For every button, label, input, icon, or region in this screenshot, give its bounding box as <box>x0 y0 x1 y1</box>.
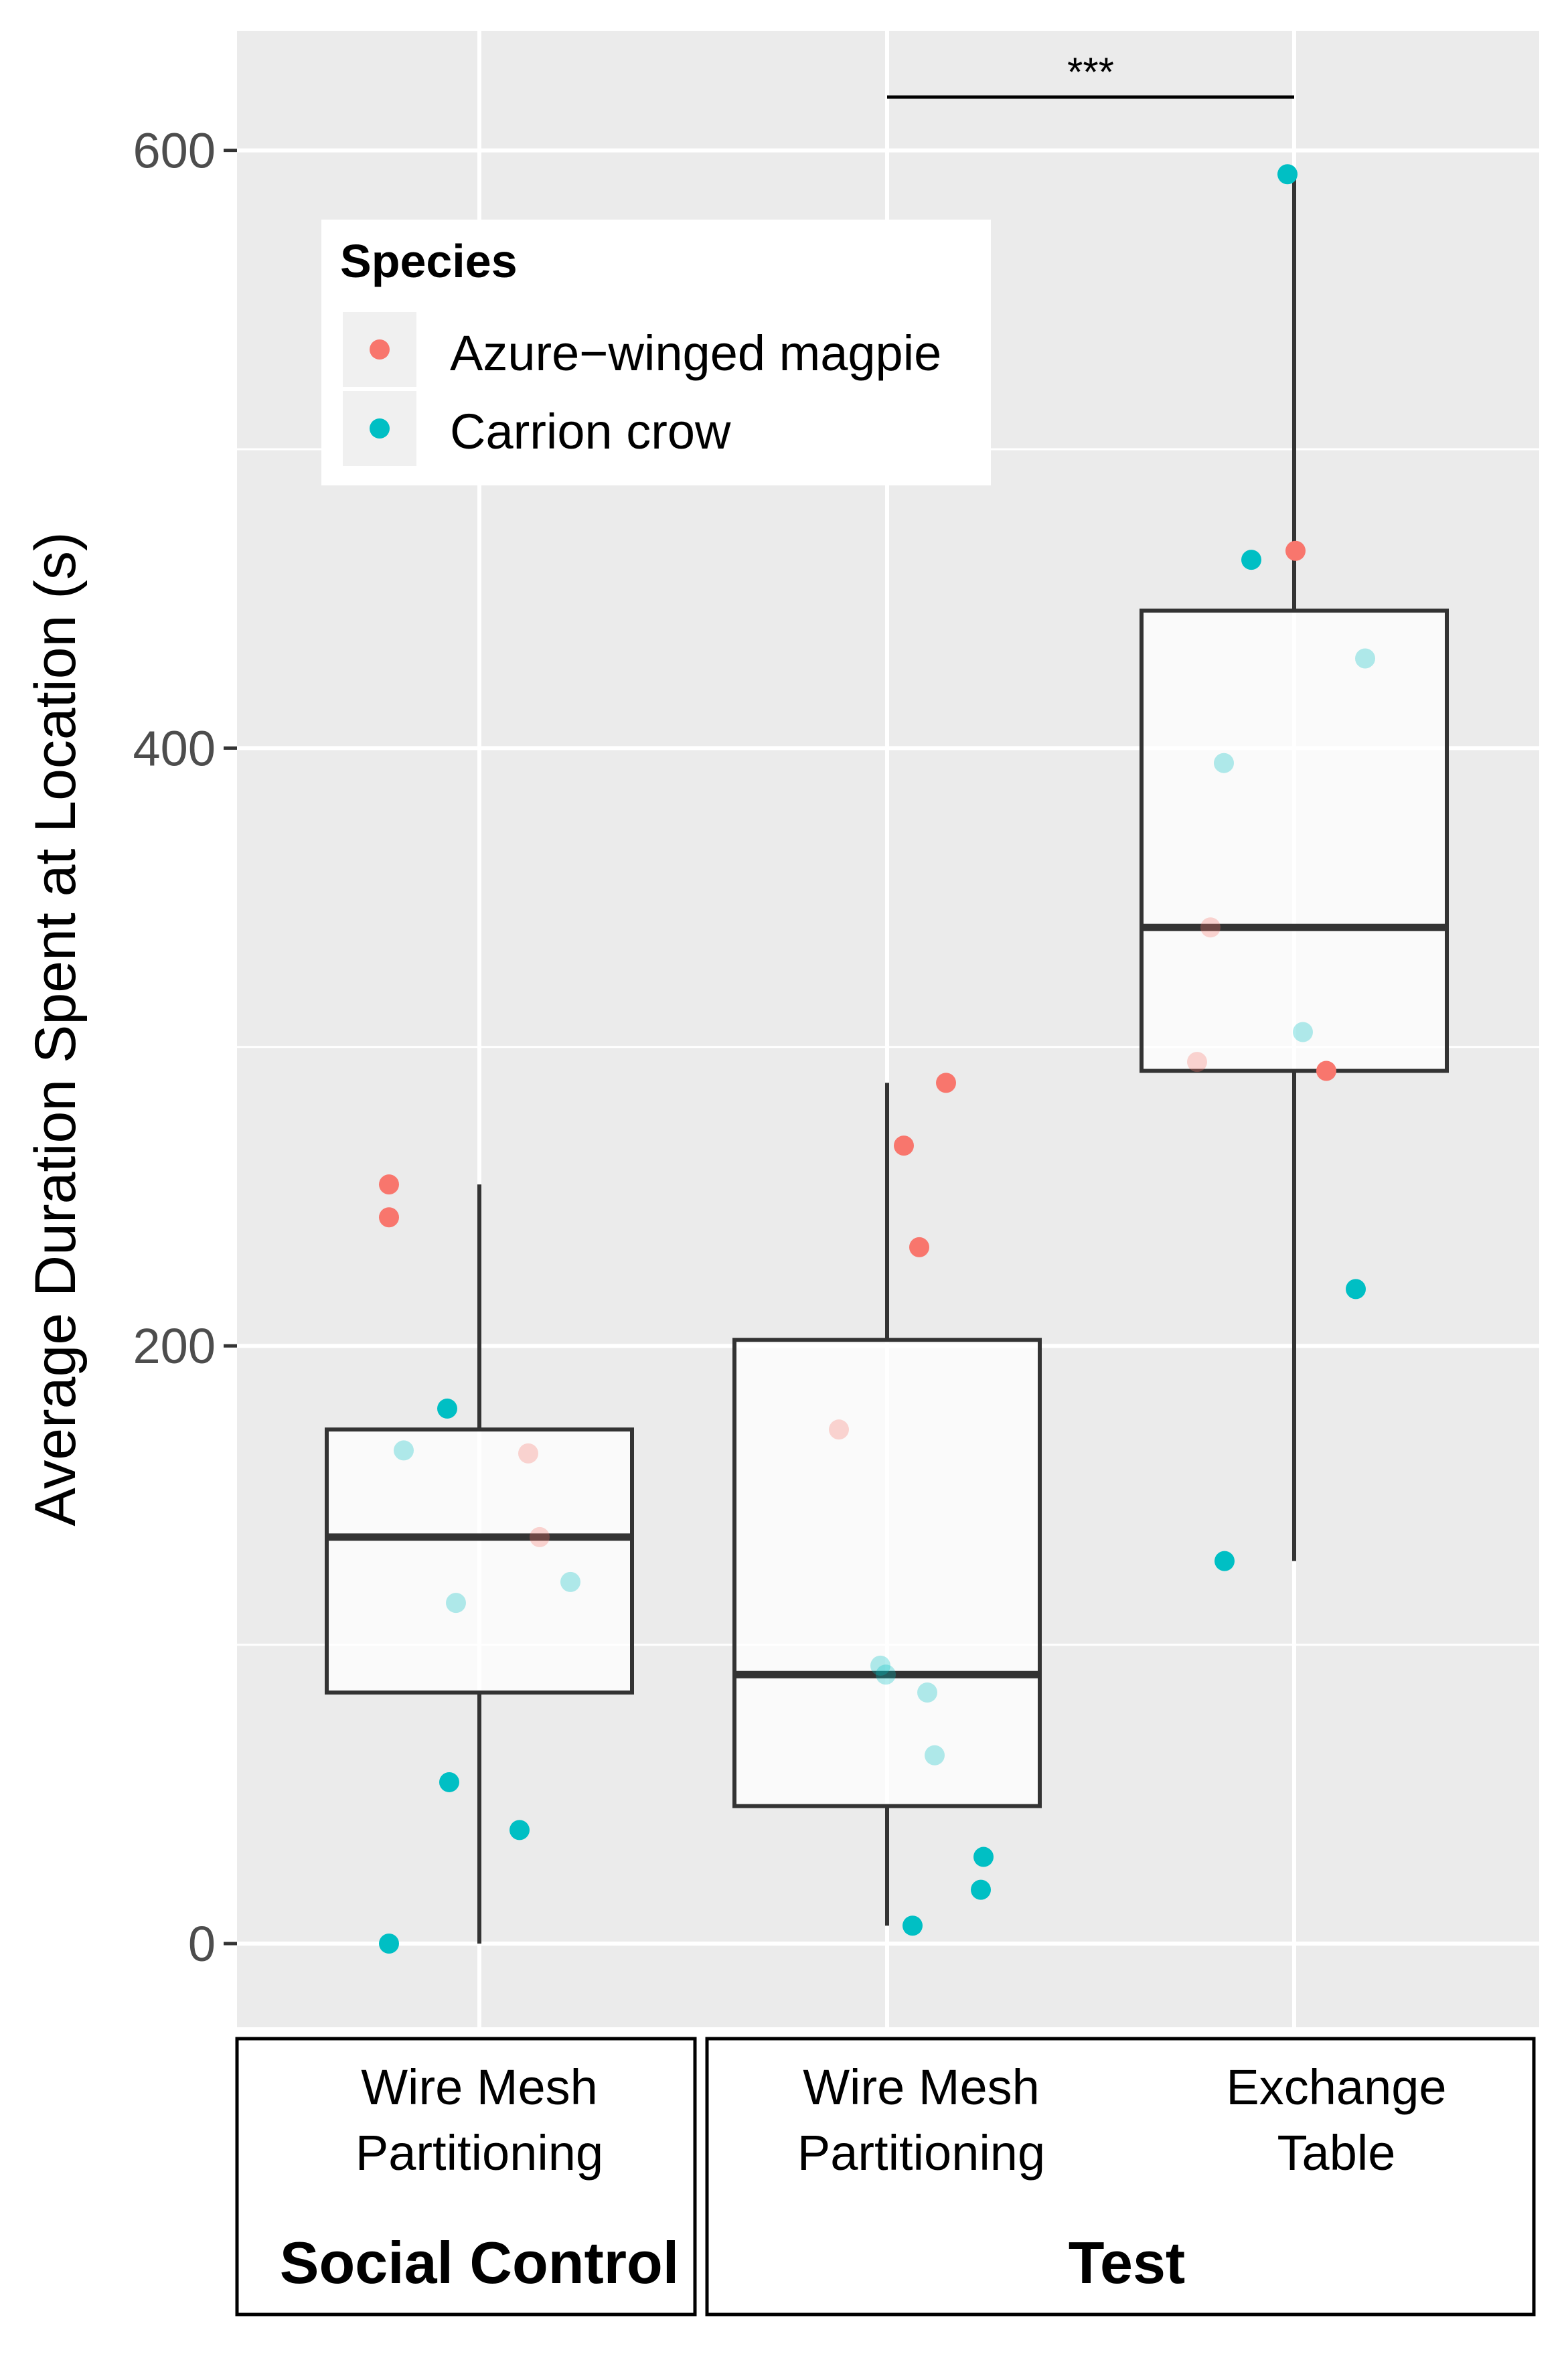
boxplots <box>325 174 1449 1944</box>
y-axis-title: Average Duration Spent at Location (s) <box>23 532 88 1526</box>
y-axis: 0 200 400 600 <box>133 123 237 1972</box>
legend-title: Species <box>340 235 518 287</box>
category-label-line2: Partitioning <box>797 2125 1045 2181</box>
data-point <box>379 1207 399 1228</box>
category-label-line2: Partitioning <box>356 2125 603 2181</box>
data-point <box>1293 1022 1313 1042</box>
data-point <box>379 1174 399 1195</box>
legend-key-azure-winged-magpie <box>370 339 390 360</box>
box <box>732 1338 1042 1808</box>
data-point <box>1285 540 1306 561</box>
data-point <box>437 1398 457 1419</box>
data-point <box>1200 917 1221 938</box>
data-point <box>917 1682 937 1703</box>
data-point <box>379 1934 399 1954</box>
data-point <box>1214 1551 1235 1571</box>
data-point <box>909 1237 929 1257</box>
data-point <box>894 1135 914 1156</box>
significance-stars: *** <box>1067 50 1114 94</box>
legend-label-carrion-crow: Carrion crow <box>450 404 731 459</box>
data-point <box>829 1419 849 1440</box>
category-label-line2: Table <box>1277 2125 1396 2181</box>
data-point <box>446 1593 466 1614</box>
facet-label-social-control: Social Control <box>280 2229 680 2296</box>
data-point <box>971 1879 991 1900</box>
data-point <box>518 1443 538 1464</box>
category-label-line1: Exchange <box>1226 2059 1446 2115</box>
data-point <box>530 1526 550 1547</box>
data-point <box>560 1571 580 1592</box>
data-point <box>925 1745 945 1765</box>
category-label-line1: Wire Mesh <box>361 2059 598 2115</box>
y-tick-label: 400 <box>133 720 216 776</box>
data-point <box>973 1847 994 1867</box>
legend-label-azure-winged-magpie: Azure−winged magpie <box>450 325 941 381</box>
category-label-line1: Wire Mesh <box>803 2059 1040 2115</box>
data-point <box>1187 1052 1207 1073</box>
data-point <box>509 1820 530 1840</box>
legend: Species Azure−winged magpie Carrion crow <box>321 220 991 485</box>
facet-label-test: Test <box>1069 2229 1185 2296</box>
y-tick-label: 200 <box>133 1318 216 1374</box>
box <box>1140 609 1449 1073</box>
data-point <box>1316 1061 1336 1081</box>
data-point <box>1214 753 1234 773</box>
data-point <box>870 1655 890 1676</box>
data-point <box>1346 1279 1366 1300</box>
significance-annotation: *** <box>887 50 1294 99</box>
data-point <box>903 1915 923 1936</box>
y-tick-label: 600 <box>133 123 216 179</box>
facet-strip-social-control: Wire Mesh Partitioning Social Control <box>235 2037 697 2316</box>
jitter-points <box>379 164 1375 1954</box>
data-point <box>1241 550 1261 570</box>
data-point <box>936 1073 956 1093</box>
y-tick-label: 0 <box>188 1916 216 1972</box>
data-point <box>876 1664 896 1685</box>
data-point <box>394 1440 414 1461</box>
data-point <box>439 1772 459 1792</box>
box <box>325 1427 634 1695</box>
data-point <box>1277 164 1298 185</box>
legend-key-carrion-crow <box>370 418 390 439</box>
data-point <box>1355 648 1375 669</box>
facet-strip-test: Wire Mesh Partitioning Exchange Table Te… <box>705 2037 1536 2316</box>
